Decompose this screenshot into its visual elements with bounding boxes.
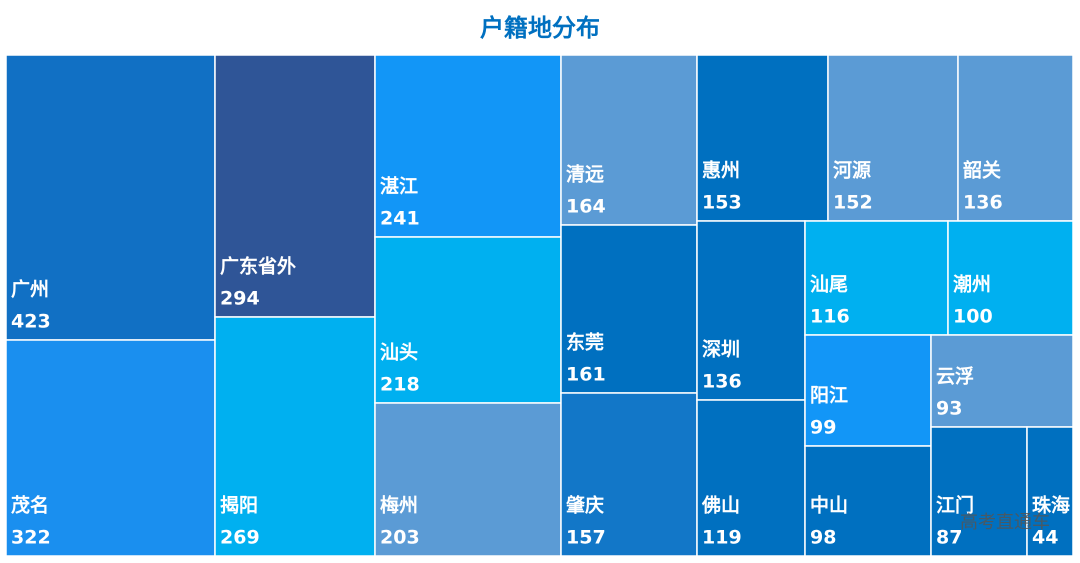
cell-label: 韶关 [963,159,1001,182]
value-label: 164 [566,196,606,218]
value-label: 322 [11,527,51,549]
value-label: 136 [702,371,742,393]
cell-label: 潮州 [953,274,991,296]
value-label: 153 [702,192,742,214]
value-label: 161 [566,364,606,386]
cell [214,54,376,318]
cell [560,392,698,557]
value-label: 44 [1032,527,1058,549]
cell-label: 汕头 [380,342,418,364]
cell-label: 茂名 [11,494,49,517]
cell-label: 中山 [810,494,848,517]
cell-label: 广东省外 [220,255,296,278]
cell [5,339,216,557]
value-label: 152 [833,192,873,214]
cell [374,236,562,404]
cell-label: 佛山 [701,494,740,517]
chart-title: 户籍地分布 [480,14,600,42]
cell [374,402,562,557]
watermark: 高考直通车 [960,512,1050,533]
cell [374,54,562,238]
value-label: 294 [220,288,260,310]
cell [214,316,376,557]
value-label: 203 [380,527,420,549]
cell [930,334,1074,428]
cell-label: 江门 [936,494,974,517]
cell-label: 广州 [11,278,49,301]
value-label: 269 [220,527,260,549]
value-label: 157 [566,527,606,549]
value-label: 98 [810,527,836,549]
cell-label: 揭阳 [220,494,258,517]
cell [560,224,698,394]
cell-label: 珠海 [1032,494,1070,517]
cell [560,54,698,226]
cell [1026,426,1074,557]
value-label: 241 [380,208,420,230]
cell-label: 惠州 [702,160,740,182]
value-label: 99 [810,417,836,439]
cell [804,445,932,557]
cell [696,54,829,222]
value-label: 218 [380,374,420,396]
cell-label: 阳江 [810,385,848,407]
cell-label: 梅州 [380,494,418,517]
cell [5,54,216,341]
value-label: 136 [963,192,1003,214]
value-label: 423 [11,311,51,333]
cell [930,426,1028,557]
cell-label: 深圳 [702,338,740,361]
value-label: 116 [810,306,850,328]
cell-label: 肇庆 [566,494,604,517]
value-label: 93 [936,398,962,420]
cell-label: 云浮 [936,365,974,388]
cell [947,220,1074,336]
cell [957,54,1074,222]
cell [696,399,806,557]
cell-label: 湛江 [380,175,418,198]
value-label: 119 [702,527,742,549]
cell-label: 清远 [566,163,604,186]
cell-label: 汕尾 [810,274,848,296]
cell-label: 东莞 [566,331,604,354]
cell [804,220,949,336]
treemap: 广州 423 茂名 322 广东省外 294 揭阳 269 湛江 241 汕头 218 梅州 203 清远 1… [5,54,1074,557]
value-label: 87 [936,527,962,549]
value-label: 100 [953,306,993,328]
cell-label: 河源 [833,159,871,182]
